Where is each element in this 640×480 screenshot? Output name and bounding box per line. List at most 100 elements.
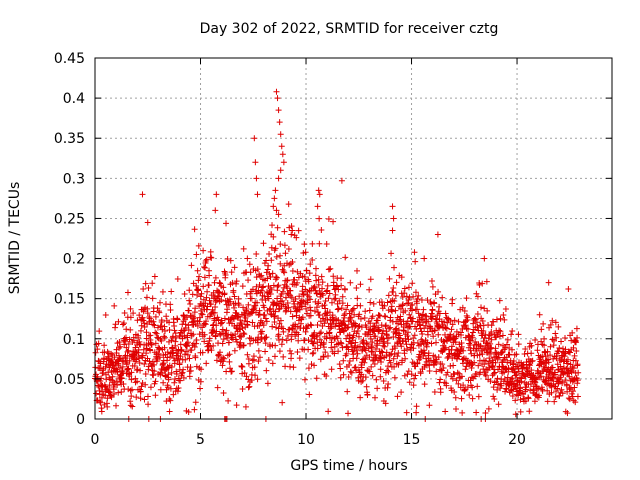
data-point	[544, 398, 551, 405]
data-point	[470, 320, 477, 327]
data-point	[150, 372, 157, 379]
data-point	[357, 281, 364, 288]
data-point	[314, 203, 321, 210]
data-point	[371, 360, 378, 367]
data-point	[117, 343, 124, 350]
data-point	[239, 325, 246, 332]
data-point	[351, 364, 358, 371]
data-point	[426, 402, 433, 409]
data-point	[528, 342, 535, 349]
data-point	[118, 389, 125, 396]
data-point	[212, 332, 219, 339]
data-point	[515, 341, 522, 348]
data-point	[194, 286, 201, 293]
data-point	[535, 385, 542, 392]
data-point	[274, 295, 281, 302]
data-point	[121, 309, 128, 316]
data-point	[384, 367, 391, 374]
data-point	[136, 355, 143, 362]
data-point	[216, 353, 223, 360]
data-point	[256, 311, 263, 318]
data-point	[421, 381, 428, 388]
data-point	[315, 276, 322, 283]
data-point	[357, 315, 364, 322]
data-point	[312, 272, 319, 279]
data-point	[320, 354, 327, 361]
data-point	[324, 282, 331, 289]
data-point	[151, 273, 158, 280]
data-point	[97, 398, 104, 405]
data-point	[427, 325, 434, 332]
data-point	[542, 353, 549, 360]
data-point	[338, 275, 345, 282]
data-point	[266, 270, 273, 277]
data-point	[473, 290, 480, 297]
data-point	[444, 319, 451, 326]
data-point	[126, 357, 133, 364]
data-point	[362, 356, 369, 363]
data-point	[197, 378, 204, 385]
data-point	[399, 357, 406, 364]
data-point	[544, 387, 551, 394]
data-point	[273, 324, 280, 331]
data-point	[167, 385, 174, 392]
data-point	[383, 353, 390, 360]
data-point	[187, 300, 194, 307]
data-point	[289, 324, 296, 331]
data-point	[280, 268, 287, 275]
data-point	[196, 314, 203, 321]
data-point	[268, 257, 275, 264]
data-point	[92, 349, 99, 356]
data-point	[485, 335, 492, 342]
data-point	[384, 299, 391, 306]
data-point	[238, 334, 245, 341]
data-point	[278, 143, 285, 150]
data-point	[482, 372, 489, 379]
data-point	[135, 334, 142, 341]
data-point	[366, 307, 373, 314]
data-point	[386, 275, 393, 282]
data-point	[167, 397, 174, 404]
data-point	[207, 248, 214, 255]
data-point	[161, 334, 168, 341]
data-point	[104, 395, 111, 402]
data-point	[292, 333, 299, 340]
data-point	[325, 408, 332, 415]
data-point	[309, 257, 316, 264]
data-point	[402, 307, 409, 314]
data-point	[451, 389, 458, 396]
data-point	[331, 296, 338, 303]
data-point	[321, 344, 328, 351]
data-point	[443, 325, 450, 332]
data-point	[403, 409, 410, 416]
data-point	[140, 317, 147, 324]
data-point	[118, 375, 125, 382]
data-point	[180, 366, 187, 373]
data-point	[311, 308, 318, 315]
data-point	[410, 293, 417, 300]
data-point	[433, 368, 440, 375]
data-point	[251, 135, 258, 142]
data-point	[203, 318, 210, 325]
data-point	[466, 392, 473, 399]
data-point	[429, 307, 436, 314]
data-point	[252, 372, 259, 379]
data-point	[547, 352, 554, 359]
data-point	[556, 392, 563, 399]
data-point	[330, 218, 337, 225]
data-point	[428, 277, 435, 284]
data-point	[482, 331, 489, 338]
data-point	[400, 328, 407, 335]
data-point	[228, 368, 235, 375]
data-point	[279, 336, 286, 343]
data-point	[271, 353, 278, 360]
data-point	[249, 319, 256, 326]
data-point	[158, 317, 165, 324]
data-point	[454, 369, 461, 376]
data-point	[403, 341, 410, 348]
data-point	[296, 355, 303, 362]
data-point	[128, 393, 135, 400]
data-point	[431, 300, 438, 307]
data-point	[285, 201, 292, 208]
data-point	[391, 264, 398, 271]
